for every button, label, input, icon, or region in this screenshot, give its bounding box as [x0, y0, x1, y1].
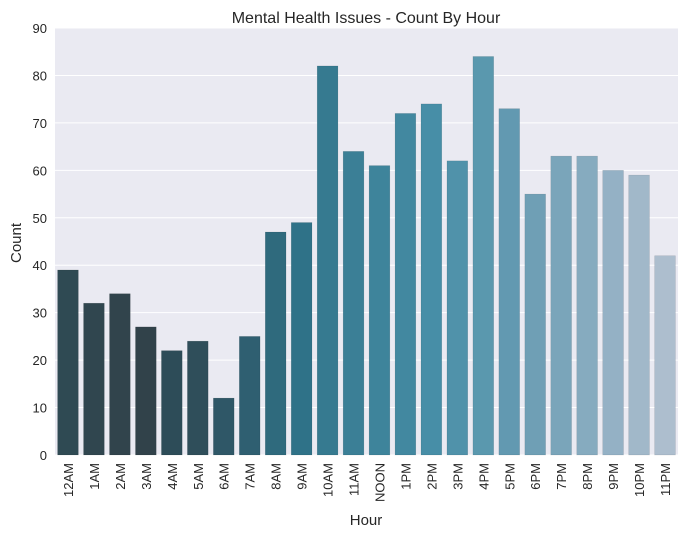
y-axis-title: Count — [8, 222, 25, 263]
gridlines — [55, 27, 678, 456]
y-tick-label: 60 — [33, 163, 47, 178]
x-tick-label: 4PM — [476, 463, 491, 490]
x-tick-label: 12AM — [61, 463, 76, 497]
bar-9pm — [602, 170, 624, 456]
bar-10pm — [628, 174, 650, 456]
bar-2pm — [420, 103, 443, 456]
x-tick-label: 8AM — [269, 463, 284, 490]
bar-8am — [265, 231, 287, 456]
bar-6am — [213, 397, 235, 456]
bar-5pm — [498, 108, 520, 456]
y-tick-label: 0 — [40, 448, 47, 463]
bar-9am — [290, 222, 313, 456]
y-tick-label: 90 — [33, 21, 47, 36]
y-tick-label: 10 — [33, 401, 47, 416]
x-tick-label: 6PM — [528, 463, 543, 490]
x-tick-label: 7AM — [243, 463, 258, 490]
x-tick-label: 11PM — [658, 463, 673, 496]
bar-6pm — [524, 193, 546, 456]
y-tick-label: 40 — [33, 258, 47, 273]
y-tick-label: 30 — [33, 306, 47, 321]
x-tick-label: 9PM — [606, 463, 621, 490]
x-tick-label: 2AM — [113, 463, 128, 490]
bar-12am — [57, 269, 79, 456]
x-tick-label: 2PM — [424, 463, 439, 490]
x-tick-label: 5AM — [191, 463, 206, 490]
x-tick-label: 1AM — [87, 463, 102, 490]
plot-area — [55, 28, 678, 455]
bar-8pm — [576, 155, 598, 456]
bar-3pm — [446, 160, 468, 456]
bar-5am — [187, 340, 209, 456]
bar-1am — [83, 302, 105, 456]
x-tick-label: 10AM — [321, 463, 336, 497]
bar-4am — [161, 350, 183, 456]
bar-noon — [368, 165, 391, 456]
x-tick-label: 1PM — [398, 463, 413, 490]
bar-3am — [135, 326, 157, 456]
x-tick-label: 10PM — [632, 463, 647, 497]
y-tick-label: 20 — [33, 353, 47, 368]
x-tick-label: 5PM — [502, 463, 517, 490]
x-tick-label: 3PM — [450, 463, 465, 490]
x-tick-label: 6AM — [217, 463, 232, 490]
chart-title: Mental Health Issues - Count By Hour — [232, 10, 501, 27]
y-tick-label: 80 — [33, 68, 47, 83]
bar-11am — [342, 151, 365, 456]
bar-11pm — [654, 255, 676, 456]
y-tick-label: 50 — [33, 211, 47, 226]
bar-4pm — [472, 56, 494, 456]
bar-7pm — [550, 155, 572, 456]
x-tick-label: 11AM — [347, 463, 362, 496]
x-tick-label: 7PM — [554, 463, 569, 490]
x-tick-label: 9AM — [295, 463, 310, 490]
x-axis-title: Hour — [350, 512, 383, 529]
x-tick-label: 8PM — [580, 463, 595, 490]
y-tick-labels: 0 10 20 30 40 50 60 70 80 90 — [33, 21, 47, 463]
bar-1pm — [394, 113, 417, 456]
y-tick-label: 70 — [33, 116, 47, 131]
bar-7am — [239, 336, 261, 456]
x-tick-label: 3AM — [139, 463, 154, 490]
bar-2am — [109, 293, 131, 456]
x-tick-label: 4AM — [165, 463, 180, 490]
x-tick-label: NOON — [372, 463, 387, 502]
bars — [57, 56, 676, 456]
bar-10am — [316, 65, 339, 456]
x-tick-labels: 12AM 1AM 2AM 3AM 4AM 5AM 6AM 7AM 8AM 9AM 10AM 11AM N… — [61, 463, 673, 502]
